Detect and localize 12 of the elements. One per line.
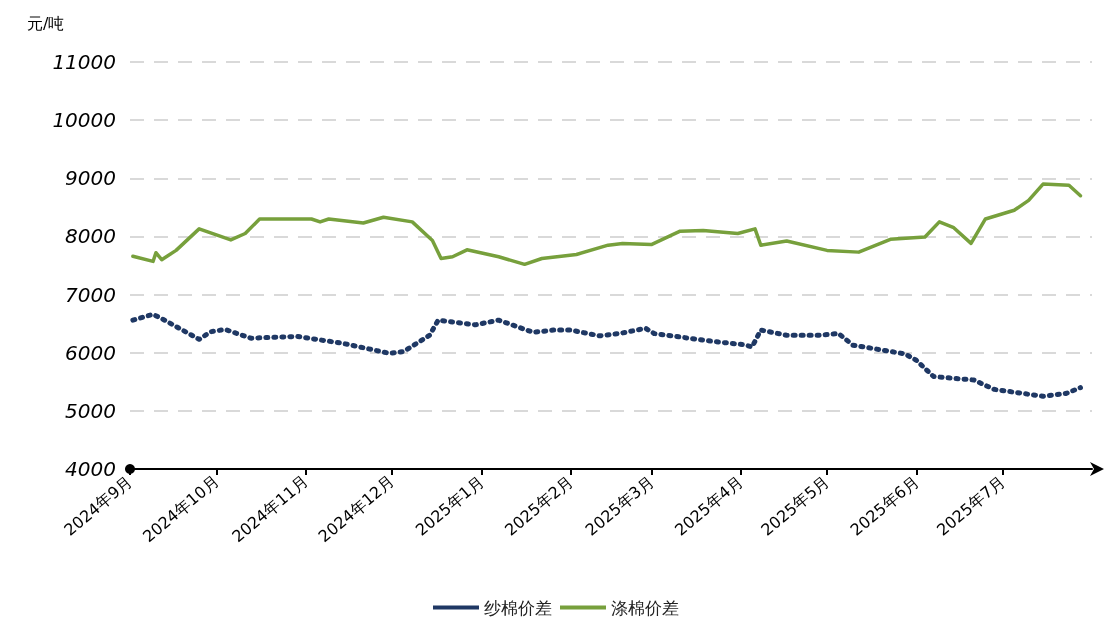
y-axis-title: 元/吨 — [27, 13, 65, 33]
y-tick-label: 11000 — [52, 50, 116, 74]
y-tick-label: 9000 — [65, 166, 116, 191]
legend-label: 涤棉价差 — [611, 597, 679, 618]
line-series — [131, 182, 1083, 267]
y-tick-label: 10000 — [52, 108, 116, 133]
y-tick-label: 6000 — [65, 340, 116, 365]
y-tick-label: 4000 — [65, 457, 116, 481]
y-tick-label: 5000 — [65, 398, 116, 423]
legend-label: 纱棉价差 — [484, 597, 552, 618]
y-tick-label: 8000 — [65, 224, 116, 249]
y-tick-label: 7000 — [65, 282, 116, 307]
